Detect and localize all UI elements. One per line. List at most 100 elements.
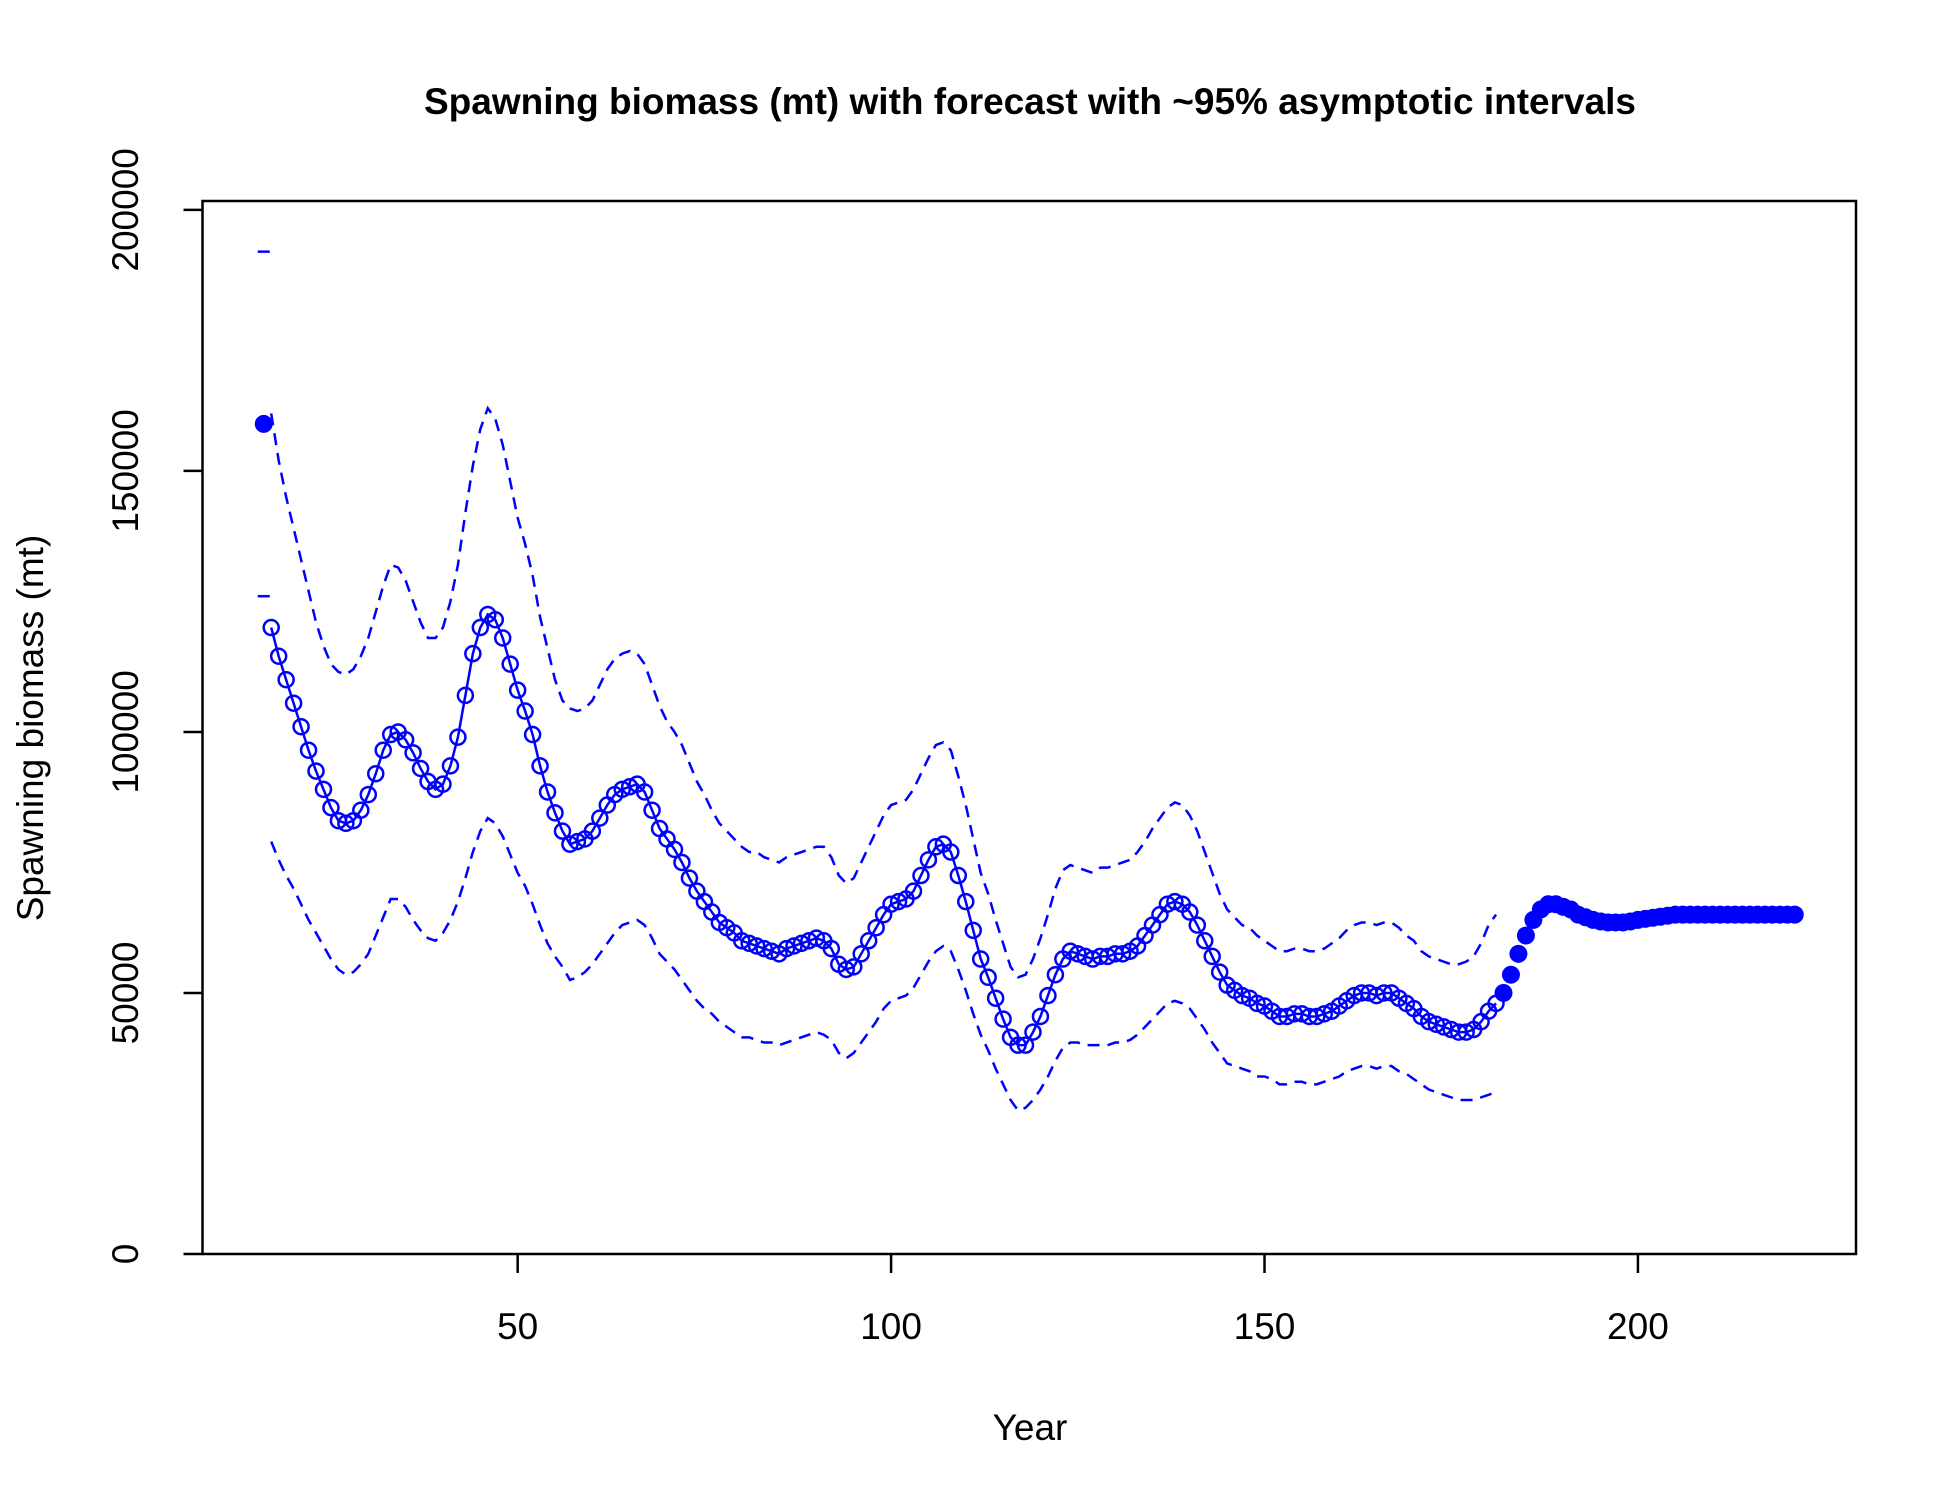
point [994, 1010, 1012, 1028]
point [1024, 1023, 1042, 1041]
point [269, 647, 288, 665]
point [673, 853, 691, 872]
point [322, 798, 340, 817]
point-filled [1501, 965, 1520, 984]
point [904, 882, 923, 900]
point [912, 866, 930, 885]
point [620, 778, 639, 796]
point [464, 644, 482, 663]
point [822, 939, 841, 958]
point [1113, 945, 1132, 963]
point [867, 918, 885, 937]
point-filled [1509, 944, 1528, 963]
point [456, 686, 475, 705]
point [493, 629, 512, 647]
y-tick-label: 0 [105, 1244, 146, 1265]
point [1039, 986, 1057, 1005]
point [262, 618, 280, 637]
point [352, 801, 370, 819]
point [591, 809, 609, 827]
point [635, 783, 654, 801]
point [396, 731, 415, 749]
x-tick-label: 50 [497, 1306, 538, 1347]
x-tick-label: 150 [1234, 1306, 1296, 1347]
y-axis-label: Spawning biomass (mt) [10, 535, 51, 922]
point [979, 968, 997, 987]
biomass-line [270, 612, 1497, 1047]
point [374, 741, 392, 759]
interval-lower [270, 816, 1497, 1112]
point [299, 741, 318, 759]
point [942, 843, 960, 861]
x-axis-label: Year [993, 1407, 1068, 1448]
point [777, 939, 796, 958]
point [471, 618, 490, 637]
point [1069, 945, 1087, 963]
point-filled [1785, 905, 1804, 924]
point [553, 822, 572, 840]
point [449, 728, 467, 746]
point [665, 840, 684, 859]
point [792, 934, 811, 953]
point-filled [1494, 983, 1513, 1002]
point [411, 759, 430, 778]
point [1434, 1018, 1453, 1036]
point-filled [254, 414, 273, 433]
point [1031, 1007, 1050, 1026]
point [516, 702, 534, 720]
point [680, 869, 699, 887]
point [755, 939, 773, 958]
point [732, 932, 751, 950]
point [971, 950, 990, 968]
point [1315, 1005, 1334, 1023]
point [1009, 1036, 1027, 1054]
point [284, 694, 303, 712]
point [1375, 984, 1393, 1002]
point [486, 610, 505, 629]
point [307, 762, 325, 780]
plot-box [201, 199, 1858, 1256]
point [852, 945, 870, 963]
point [859, 932, 878, 950]
point-filled [1516, 926, 1535, 945]
point [889, 892, 908, 911]
point [277, 670, 295, 689]
y-tick-label: 200000 [105, 148, 146, 271]
point [523, 725, 542, 744]
point [367, 764, 385, 783]
point [785, 937, 803, 955]
chart-title: Spawning biomass (mt) with forecast with… [424, 81, 1636, 122]
point [583, 822, 602, 840]
point [1427, 1015, 1446, 1034]
point [613, 780, 631, 799]
point [919, 851, 938, 869]
point [1420, 1012, 1438, 1031]
point [1248, 994, 1266, 1013]
point [964, 921, 982, 940]
point [1181, 903, 1199, 921]
point [568, 832, 587, 851]
point [844, 958, 863, 976]
y-tick-label: 50000 [105, 942, 146, 1045]
point [561, 835, 579, 853]
point [314, 780, 333, 799]
point [882, 895, 900, 913]
point [1061, 942, 1080, 960]
point [1046, 965, 1065, 984]
point [927, 838, 945, 856]
point [1166, 892, 1184, 911]
point [807, 929, 826, 947]
point [986, 989, 1005, 1007]
point [337, 814, 355, 833]
point [546, 804, 564, 822]
point [1210, 963, 1229, 981]
point [381, 725, 400, 744]
point [1016, 1036, 1035, 1054]
point [531, 757, 549, 775]
y-tick-label: 100000 [105, 670, 146, 793]
point [404, 744, 422, 762]
point [1457, 1023, 1475, 1041]
point [740, 934, 758, 953]
point [643, 801, 661, 819]
